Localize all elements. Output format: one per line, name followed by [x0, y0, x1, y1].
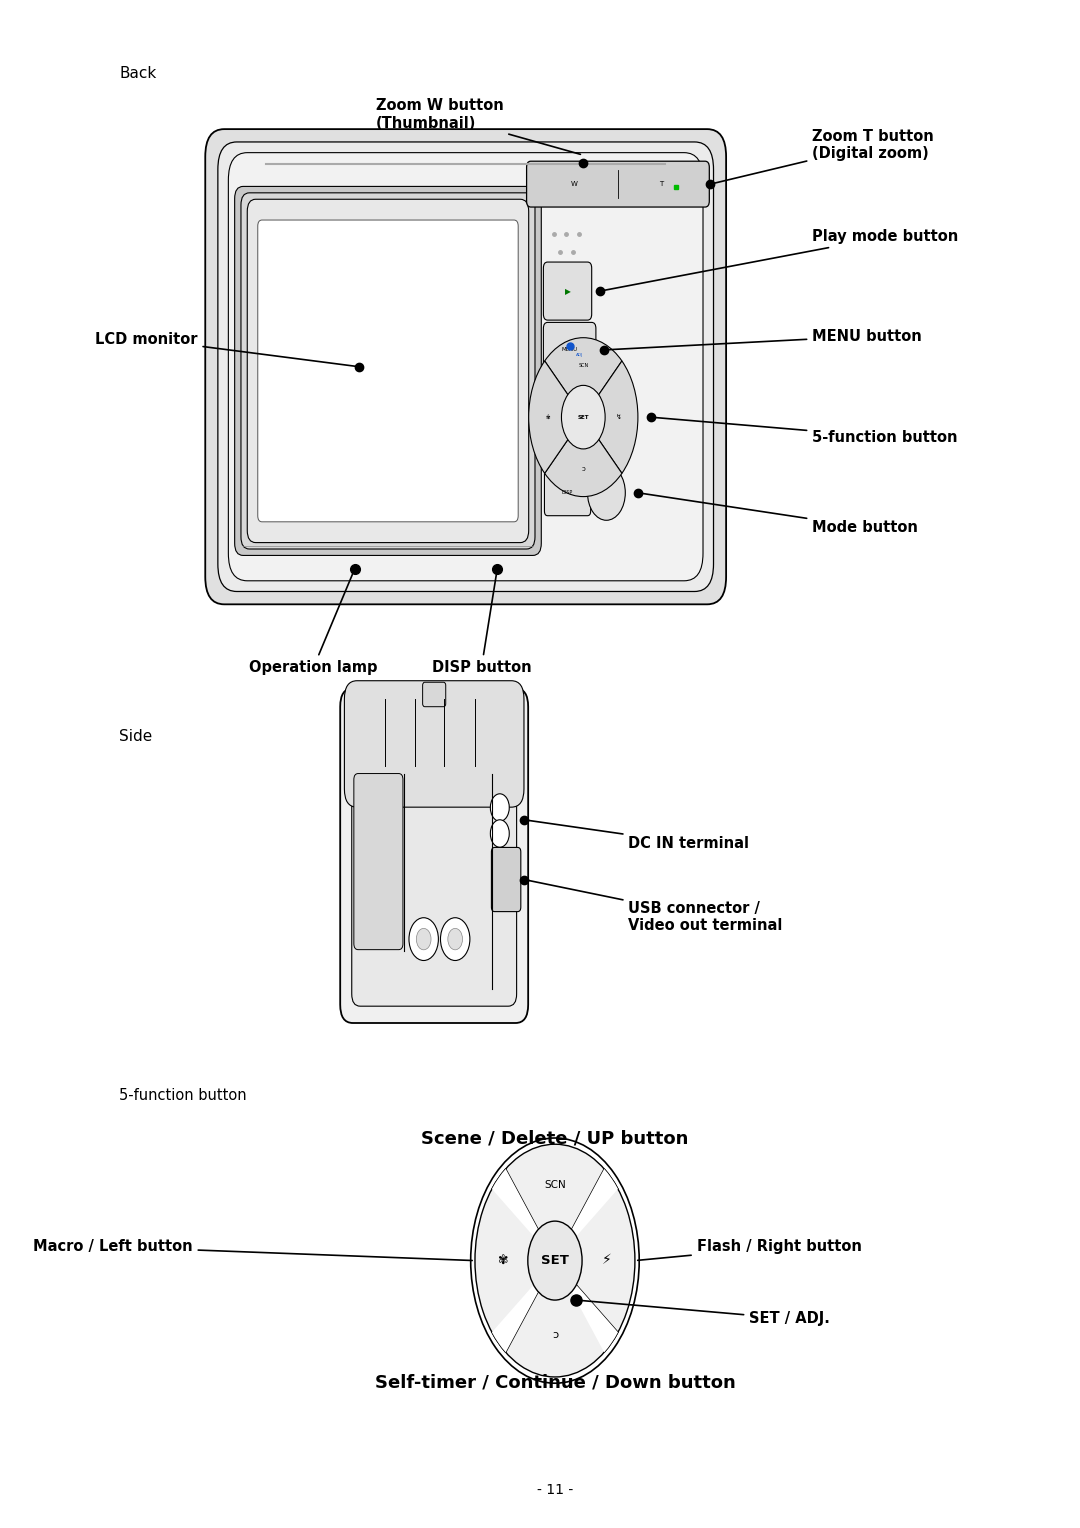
Text: SCN: SCN: [578, 364, 589, 368]
Text: DC IN terminal: DC IN terminal: [527, 821, 750, 851]
Circle shape: [588, 466, 625, 521]
Text: - 11 -: - 11 -: [537, 1482, 573, 1497]
Text: Flash / Right button: Flash / Right button: [637, 1239, 862, 1261]
Circle shape: [416, 929, 431, 950]
Text: SCN: SCN: [544, 1180, 566, 1190]
Wedge shape: [555, 1169, 618, 1261]
Circle shape: [441, 918, 470, 961]
Wedge shape: [544, 417, 622, 497]
Circle shape: [409, 918, 438, 961]
Text: ✾: ✾: [498, 1254, 509, 1267]
Text: DISP: DISP: [562, 490, 573, 495]
Circle shape: [490, 795, 510, 822]
Circle shape: [448, 929, 462, 950]
Text: MENU: MENU: [562, 347, 578, 353]
FancyBboxPatch shape: [352, 706, 516, 1005]
Wedge shape: [491, 1144, 618, 1261]
Text: Mode button: Mode button: [640, 494, 918, 535]
Text: LCD monitor: LCD monitor: [95, 332, 356, 367]
FancyBboxPatch shape: [234, 186, 541, 555]
FancyBboxPatch shape: [544, 471, 591, 516]
Text: MENU button: MENU button: [607, 329, 922, 350]
Text: Self-timer / Continue / Down button: Self-timer / Continue / Down button: [375, 1374, 735, 1392]
Text: Scene / Delete / UP button: Scene / Delete / UP button: [421, 1129, 689, 1148]
Wedge shape: [555, 1261, 618, 1352]
FancyBboxPatch shape: [228, 153, 703, 581]
Wedge shape: [491, 1261, 555, 1352]
FancyBboxPatch shape: [258, 220, 518, 521]
FancyBboxPatch shape: [340, 688, 528, 1024]
FancyBboxPatch shape: [205, 130, 726, 604]
Text: Operation lamp: Operation lamp: [249, 571, 378, 675]
FancyBboxPatch shape: [491, 848, 521, 912]
FancyBboxPatch shape: [345, 681, 524, 807]
Text: ⚡: ⚡: [602, 1253, 611, 1268]
Text: SET: SET: [578, 414, 589, 420]
Text: SET / ADJ.: SET / ADJ.: [579, 1300, 831, 1326]
Text: ✾: ✾: [545, 414, 550, 420]
FancyBboxPatch shape: [218, 142, 714, 591]
Text: Play mode button: Play mode button: [603, 229, 958, 290]
Wedge shape: [583, 361, 638, 474]
Text: USB connector /
Video out terminal: USB connector / Video out terminal: [527, 880, 783, 934]
FancyBboxPatch shape: [543, 263, 592, 321]
Text: W: W: [571, 182, 578, 186]
Text: ↄ: ↄ: [581, 466, 585, 472]
FancyBboxPatch shape: [422, 683, 446, 706]
FancyBboxPatch shape: [543, 322, 596, 377]
Wedge shape: [544, 338, 622, 417]
Text: DISP button: DISP button: [432, 571, 531, 675]
Text: T: T: [660, 182, 663, 186]
FancyBboxPatch shape: [241, 193, 535, 549]
Text: ADJ: ADJ: [576, 353, 583, 358]
Text: Side: Side: [119, 729, 152, 744]
Wedge shape: [529, 361, 583, 474]
Text: ↯: ↯: [616, 414, 622, 420]
Text: SET: SET: [541, 1254, 569, 1267]
Text: Zoom W button
(Thumbnail): Zoom W button (Thumbnail): [376, 98, 580, 154]
FancyBboxPatch shape: [247, 199, 529, 542]
Circle shape: [471, 1138, 639, 1383]
Text: 5-function button: 5-function button: [653, 417, 958, 445]
FancyBboxPatch shape: [527, 162, 710, 208]
Circle shape: [562, 385, 605, 449]
Text: 5-function button: 5-function button: [119, 1088, 246, 1103]
Text: Macro / Left button: Macro / Left button: [33, 1239, 472, 1261]
Text: ▶: ▶: [565, 287, 570, 295]
Circle shape: [528, 1221, 582, 1300]
Text: Zoom T button
(Digital zoom): Zoom T button (Digital zoom): [713, 128, 934, 183]
Wedge shape: [555, 1169, 635, 1352]
Wedge shape: [491, 1261, 618, 1377]
FancyBboxPatch shape: [354, 773, 403, 949]
Text: ↄ: ↄ: [552, 1331, 558, 1340]
Circle shape: [490, 821, 510, 847]
Wedge shape: [475, 1169, 555, 1352]
Text: Back: Back: [119, 66, 157, 81]
Wedge shape: [491, 1169, 555, 1261]
